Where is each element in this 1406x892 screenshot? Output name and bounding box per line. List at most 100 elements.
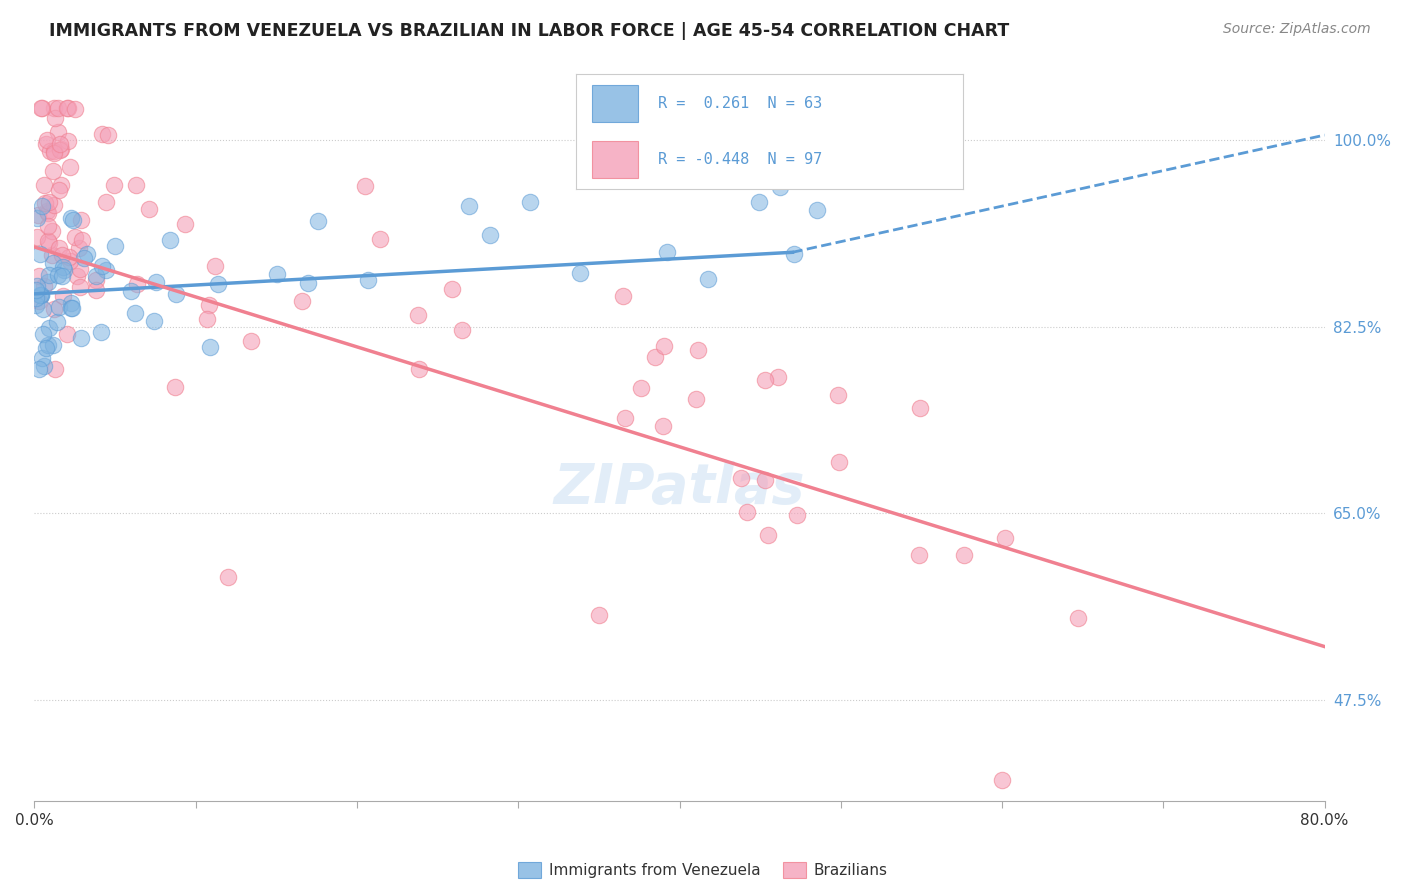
Point (38, 194, 60, 209)
Point (612, 289, 634, 303)
Point (786, 508, 808, 522)
Point (53, 262, 76, 277)
Point (37, 234, 59, 248)
Point (450, 323, 472, 337)
Point (685, 392, 707, 406)
Point (60, 211, 83, 225)
Point (769, 179, 792, 194)
Point (41, 248, 63, 262)
Point (408, 362, 430, 376)
Point (44, 111, 66, 125)
Point (96, 262, 118, 277)
Point (39, 144, 62, 158)
Point (30, 288, 52, 302)
Point (56, 326, 79, 341)
Point (69, 241, 91, 255)
Point (173, 217, 195, 231)
Point (758, 528, 780, 542)
Point (754, 474, 776, 488)
Point (652, 339, 675, 353)
Legend: Immigrants from Venezuela, Brazilians: Immigrants from Venezuela, Brazilians (512, 856, 894, 884)
Point (25, 211, 48, 225)
Point (686, 343, 709, 357)
Point (52, 260, 75, 275)
Point (48, 241, 70, 255)
Text: IMMIGRANTS FROM VENEZUELA VS BRAZILIAN IN LABOR FORCE | AGE 45-54 CORRELATION CH: IMMIGRANTS FROM VENEZUELA VS BRAZILIAN I… (49, 22, 1010, 40)
Point (568, 266, 591, 280)
Point (63, 103, 86, 117)
Point (991, 772, 1014, 787)
Point (588, 607, 610, 622)
Point (125, 178, 148, 193)
Point (440, 282, 463, 296)
Point (103, 178, 125, 192)
Point (42, 164, 65, 178)
Point (59, 161, 82, 175)
Point (145, 275, 167, 289)
Point (828, 455, 851, 469)
Point (90, 326, 112, 340)
Point (138, 202, 160, 217)
Point (42, 145, 65, 160)
Point (32, 178, 55, 193)
Point (73, 252, 96, 266)
Point (59, 301, 82, 316)
Point (806, 202, 828, 217)
Point (908, 548, 931, 562)
Point (644, 351, 666, 365)
Point (766, 370, 789, 384)
Point (25, 284, 48, 298)
Point (86, 273, 108, 287)
Point (27, 361, 49, 376)
Point (368, 232, 391, 246)
Point (30, 102, 52, 116)
Point (994, 531, 1017, 545)
Text: ZIPatlas: ZIPatlas (554, 461, 806, 515)
Point (32, 278, 55, 293)
Point (730, 470, 752, 484)
Point (519, 195, 541, 210)
Point (59, 254, 82, 268)
Point (908, 401, 931, 416)
Point (35, 341, 58, 355)
Point (69, 280, 91, 294)
Point (42, 102, 65, 116)
Point (31, 199, 53, 213)
Point (31, 102, 53, 116)
Point (198, 340, 221, 354)
Point (1067, 611, 1090, 625)
Point (35, 137, 58, 152)
Point (478, 227, 501, 242)
Point (297, 277, 319, 291)
Point (25, 230, 48, 244)
Point (25, 279, 48, 293)
Point (458, 199, 481, 213)
Point (35, 204, 58, 219)
Point (62, 213, 84, 227)
Point (46, 268, 69, 283)
Point (94, 195, 117, 210)
Point (51, 178, 73, 192)
Point (42, 144, 65, 158)
Point (56, 102, 79, 116)
Point (60, 301, 83, 316)
Point (90, 127, 112, 141)
Point (42, 256, 65, 270)
Point (266, 267, 288, 281)
Point (70, 331, 93, 345)
Point (31, 351, 53, 366)
Point (46, 102, 69, 116)
Point (90, 259, 112, 273)
Point (86, 268, 108, 283)
Point (84, 283, 107, 297)
Point (37, 206, 59, 220)
Point (70, 233, 93, 247)
Point (27, 208, 49, 222)
Point (28, 246, 51, 260)
Point (60, 295, 83, 310)
Point (65, 230, 87, 244)
Point (69, 261, 91, 276)
Point (97, 128, 120, 143)
Point (31, 301, 53, 316)
Point (52, 289, 75, 303)
